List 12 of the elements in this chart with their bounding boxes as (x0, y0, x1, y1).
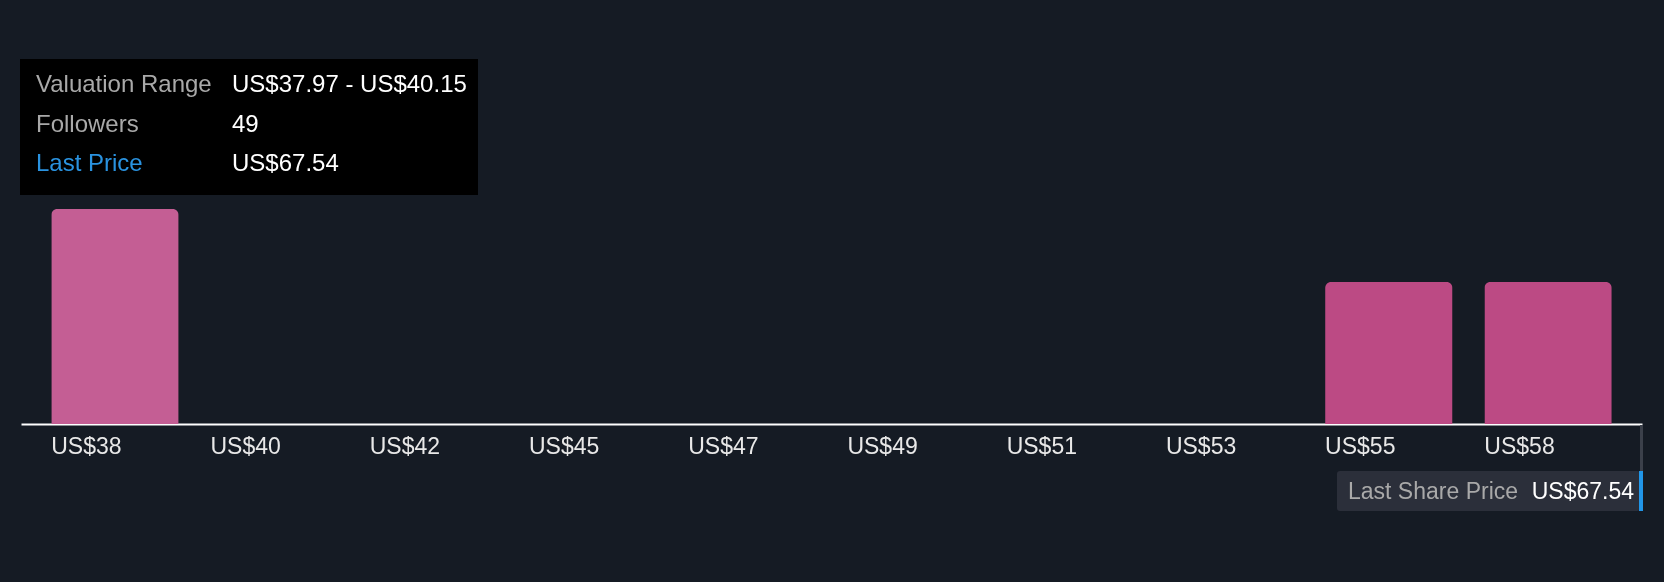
x-tick-label: US$45 (528, 432, 600, 459)
x-tick-label: US$53 (1165, 432, 1237, 459)
x-tick-label: US$42 (369, 432, 441, 459)
x-tick-label: US$49 (847, 432, 918, 459)
tooltip-panel: Valuation Range US$37.97 - US$40.15 Followers 49 Last Price US$67.54 (20, 59, 478, 195)
x-tick-label: US$55 (1325, 432, 1396, 459)
price-label-box: Last Share Price US$67.54 (1337, 471, 1640, 511)
x-tick-label: US$51 (1006, 432, 1077, 459)
x-tick-label: US$38 (51, 432, 122, 459)
x-tick-label: US$40 (210, 432, 281, 459)
x-tick-label: US$58 (1484, 432, 1555, 459)
x-tick-label: US$47 (688, 432, 759, 459)
